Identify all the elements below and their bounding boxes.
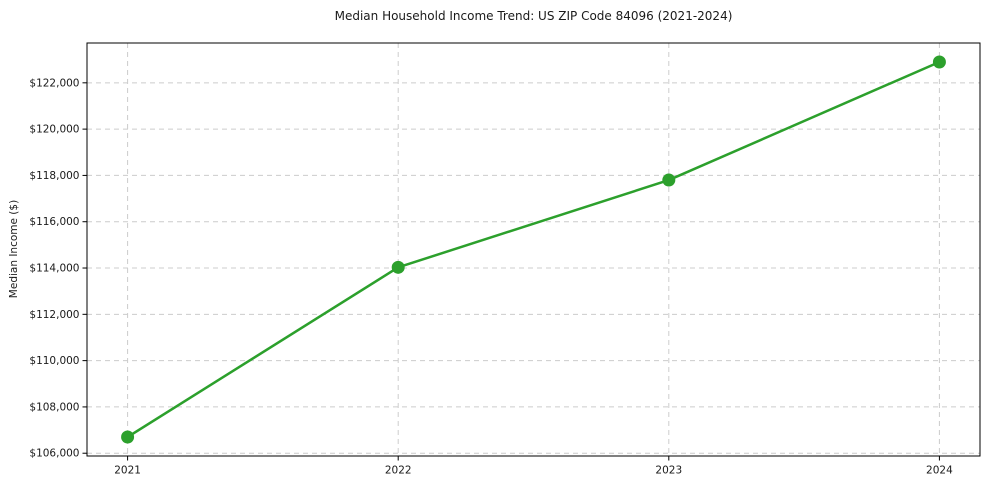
trend-line	[126, 60, 941, 439]
plot-frame	[86, 42, 981, 457]
data-point-2021	[121, 430, 135, 444]
x-tick-label: 2022	[385, 465, 412, 477]
y-tick-label: $114,000	[29, 263, 79, 275]
y-tick-label: $108,000	[29, 401, 79, 413]
data-point-2022	[391, 260, 405, 274]
data-point-2024	[932, 55, 946, 69]
y-tick-label: $118,000	[29, 170, 79, 182]
y-tick-label: $112,000	[29, 309, 79, 321]
x-tick-label: 2023	[655, 465, 682, 477]
y-tick-label: $116,000	[29, 216, 79, 228]
x-tick-label: 2021	[114, 465, 141, 477]
y-tick-label: $122,000	[29, 77, 79, 89]
data-point-2023	[662, 173, 676, 187]
x-tick-label: 2024	[926, 465, 953, 477]
y-tick-label: $106,000	[29, 448, 79, 460]
chart-title: Median Household Income Trend: US ZIP Co…	[334, 9, 733, 23]
y-tick-label: $110,000	[29, 355, 79, 367]
y-tick-label: $120,000	[29, 124, 79, 136]
